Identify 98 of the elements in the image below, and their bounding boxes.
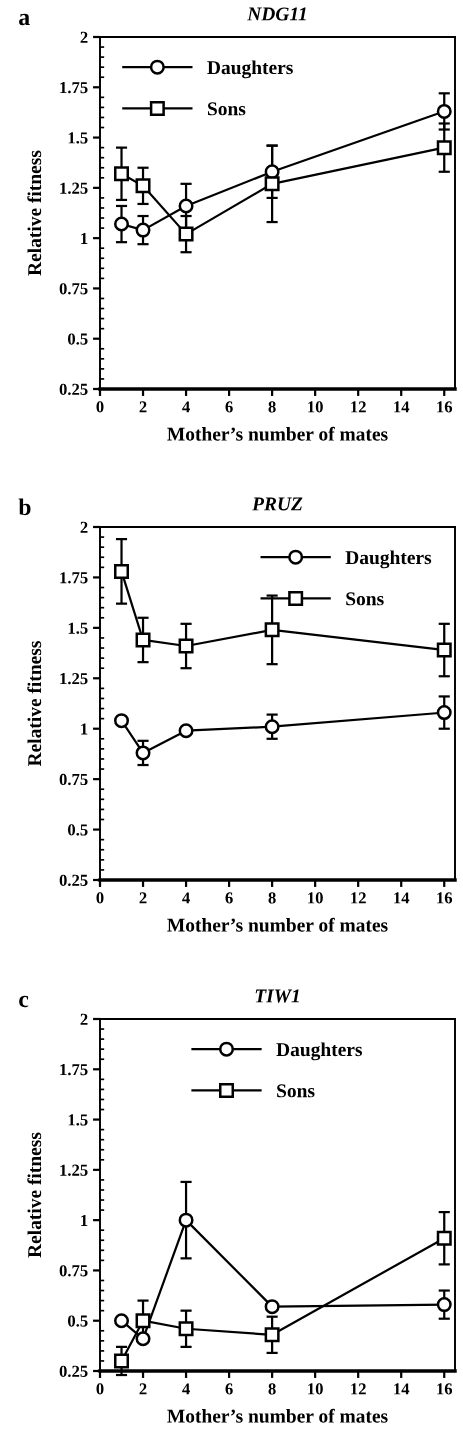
legend-label: Daughters bbox=[345, 550, 432, 569]
y-tick-label: 0.25 bbox=[59, 874, 88, 887]
y-tick-label: 0.75 bbox=[59, 283, 88, 295]
y-tick-label: 1.5 bbox=[68, 132, 88, 144]
x-tick-label: 10 bbox=[308, 892, 323, 904]
x-tick-label: 4 bbox=[182, 1383, 190, 1395]
y-tick-label: 0.5 bbox=[68, 333, 88, 345]
point bbox=[135, 745, 151, 761]
chart-title: TIW1 bbox=[255, 989, 299, 1003]
x-tick-label: 6 bbox=[225, 401, 233, 413]
point bbox=[264, 176, 280, 192]
point bbox=[264, 1299, 280, 1315]
x-tick-label: 8 bbox=[268, 401, 276, 413]
x-axis-title: Mother’s number of mates bbox=[167, 1408, 388, 1423]
point bbox=[135, 1331, 151, 1347]
x-tick-label: 0 bbox=[96, 401, 104, 413]
y-tick-label: 2 bbox=[80, 521, 88, 533]
y-tick-label: 2 bbox=[80, 31, 88, 43]
legend-label: Daughters bbox=[276, 1042, 363, 1061]
point bbox=[178, 1321, 194, 1337]
point bbox=[114, 713, 130, 729]
x-axis-title: Mother’s number of mates bbox=[167, 917, 388, 932]
legend-label: Sons bbox=[277, 1084, 315, 1098]
x-tick-label: 2 bbox=[139, 1383, 147, 1395]
point bbox=[135, 1313, 151, 1329]
y-tick-label: 1.75 bbox=[60, 82, 88, 94]
x-tick-label: 2 bbox=[139, 401, 147, 413]
x-tick-label: 12 bbox=[351, 401, 366, 413]
y-tick-label: 1.5 bbox=[68, 622, 88, 634]
y-tick-label: 1.25 bbox=[60, 673, 88, 685]
y-tick-label: 0.5 bbox=[68, 824, 88, 836]
y-tick-label: 1.75 bbox=[60, 572, 88, 584]
point bbox=[178, 723, 194, 739]
x-tick-label: 10 bbox=[308, 1383, 323, 1395]
chart-title: NDG11 bbox=[247, 7, 306, 21]
x-tick-label: 12 bbox=[351, 1383, 366, 1395]
point bbox=[114, 1313, 130, 1329]
point bbox=[264, 1327, 280, 1343]
y-tick-label: 2 bbox=[80, 1013, 88, 1025]
y-tick-label: 0.25 bbox=[59, 383, 88, 396]
x-tick-label: 12 bbox=[351, 892, 366, 904]
y-axis-title: Relative fitness bbox=[27, 641, 42, 767]
y-tick-label: 0.5 bbox=[68, 1315, 88, 1327]
point bbox=[114, 166, 130, 182]
text: c bbox=[19, 995, 29, 1008]
y-axis-title: Relative fitness bbox=[27, 150, 42, 276]
x-tick-label: 6 bbox=[225, 892, 233, 904]
point bbox=[264, 622, 280, 638]
text: b bbox=[18, 498, 31, 516]
y-tick-label: 1 bbox=[81, 232, 88, 244]
legend-label: Daughters bbox=[207, 60, 293, 79]
x-tick-label: 4 bbox=[182, 401, 190, 413]
x-tick-label: 0 bbox=[96, 892, 104, 904]
point bbox=[178, 638, 194, 654]
y-tick-label: 0.25 bbox=[59, 1365, 88, 1378]
x-tick-label: 0 bbox=[96, 1383, 104, 1395]
y-tick-label: 1.25 bbox=[60, 182, 88, 194]
y-tick-label: 1.5 bbox=[68, 1114, 88, 1126]
point bbox=[114, 563, 130, 579]
y-tick-label: 1.75 bbox=[60, 1064, 88, 1076]
point bbox=[178, 1212, 194, 1228]
x-tick-label: 16 bbox=[437, 401, 453, 413]
point bbox=[264, 719, 280, 735]
x-tick-label: 14 bbox=[394, 892, 410, 904]
x-tick-label: 16 bbox=[437, 892, 453, 904]
x-tick-label: 16 bbox=[437, 1383, 453, 1395]
point bbox=[135, 178, 151, 194]
point bbox=[436, 1230, 452, 1246]
point bbox=[114, 216, 130, 232]
point bbox=[436, 705, 452, 721]
y-axis-title: Relative fitness bbox=[27, 1132, 42, 1258]
chart-title: PRUZ bbox=[252, 497, 303, 511]
x-tick-label: 10 bbox=[308, 401, 323, 413]
point bbox=[436, 140, 452, 156]
point bbox=[436, 642, 452, 658]
y-tick-label: 0.75 bbox=[59, 1265, 88, 1277]
x-tick-label: 6 bbox=[225, 1383, 233, 1395]
x-axis-title: Mother’s number of mates bbox=[167, 426, 388, 441]
point bbox=[114, 1353, 130, 1369]
point bbox=[178, 226, 194, 242]
x-tick-label: 4 bbox=[182, 892, 190, 904]
x-tick-label: 8 bbox=[268, 1383, 276, 1395]
point bbox=[135, 222, 151, 238]
x-tick-label: 14 bbox=[394, 401, 410, 413]
x-tick-label: 2 bbox=[139, 892, 147, 904]
y-tick-label: 1 bbox=[81, 1214, 88, 1226]
y-tick-label: 1 bbox=[81, 723, 88, 735]
x-tick-label: 8 bbox=[268, 892, 276, 904]
legend-label: Sons bbox=[207, 102, 246, 116]
x-tick-label: 14 bbox=[394, 1383, 410, 1395]
point bbox=[135, 632, 151, 648]
point bbox=[436, 1297, 452, 1313]
point bbox=[436, 103, 452, 119]
y-tick-label: 0.75 bbox=[59, 773, 88, 786]
text: a bbox=[19, 13, 30, 26]
y-tick-label: 1.25 bbox=[60, 1164, 88, 1176]
point bbox=[178, 198, 194, 214]
legend-label: Sons bbox=[346, 592, 384, 606]
